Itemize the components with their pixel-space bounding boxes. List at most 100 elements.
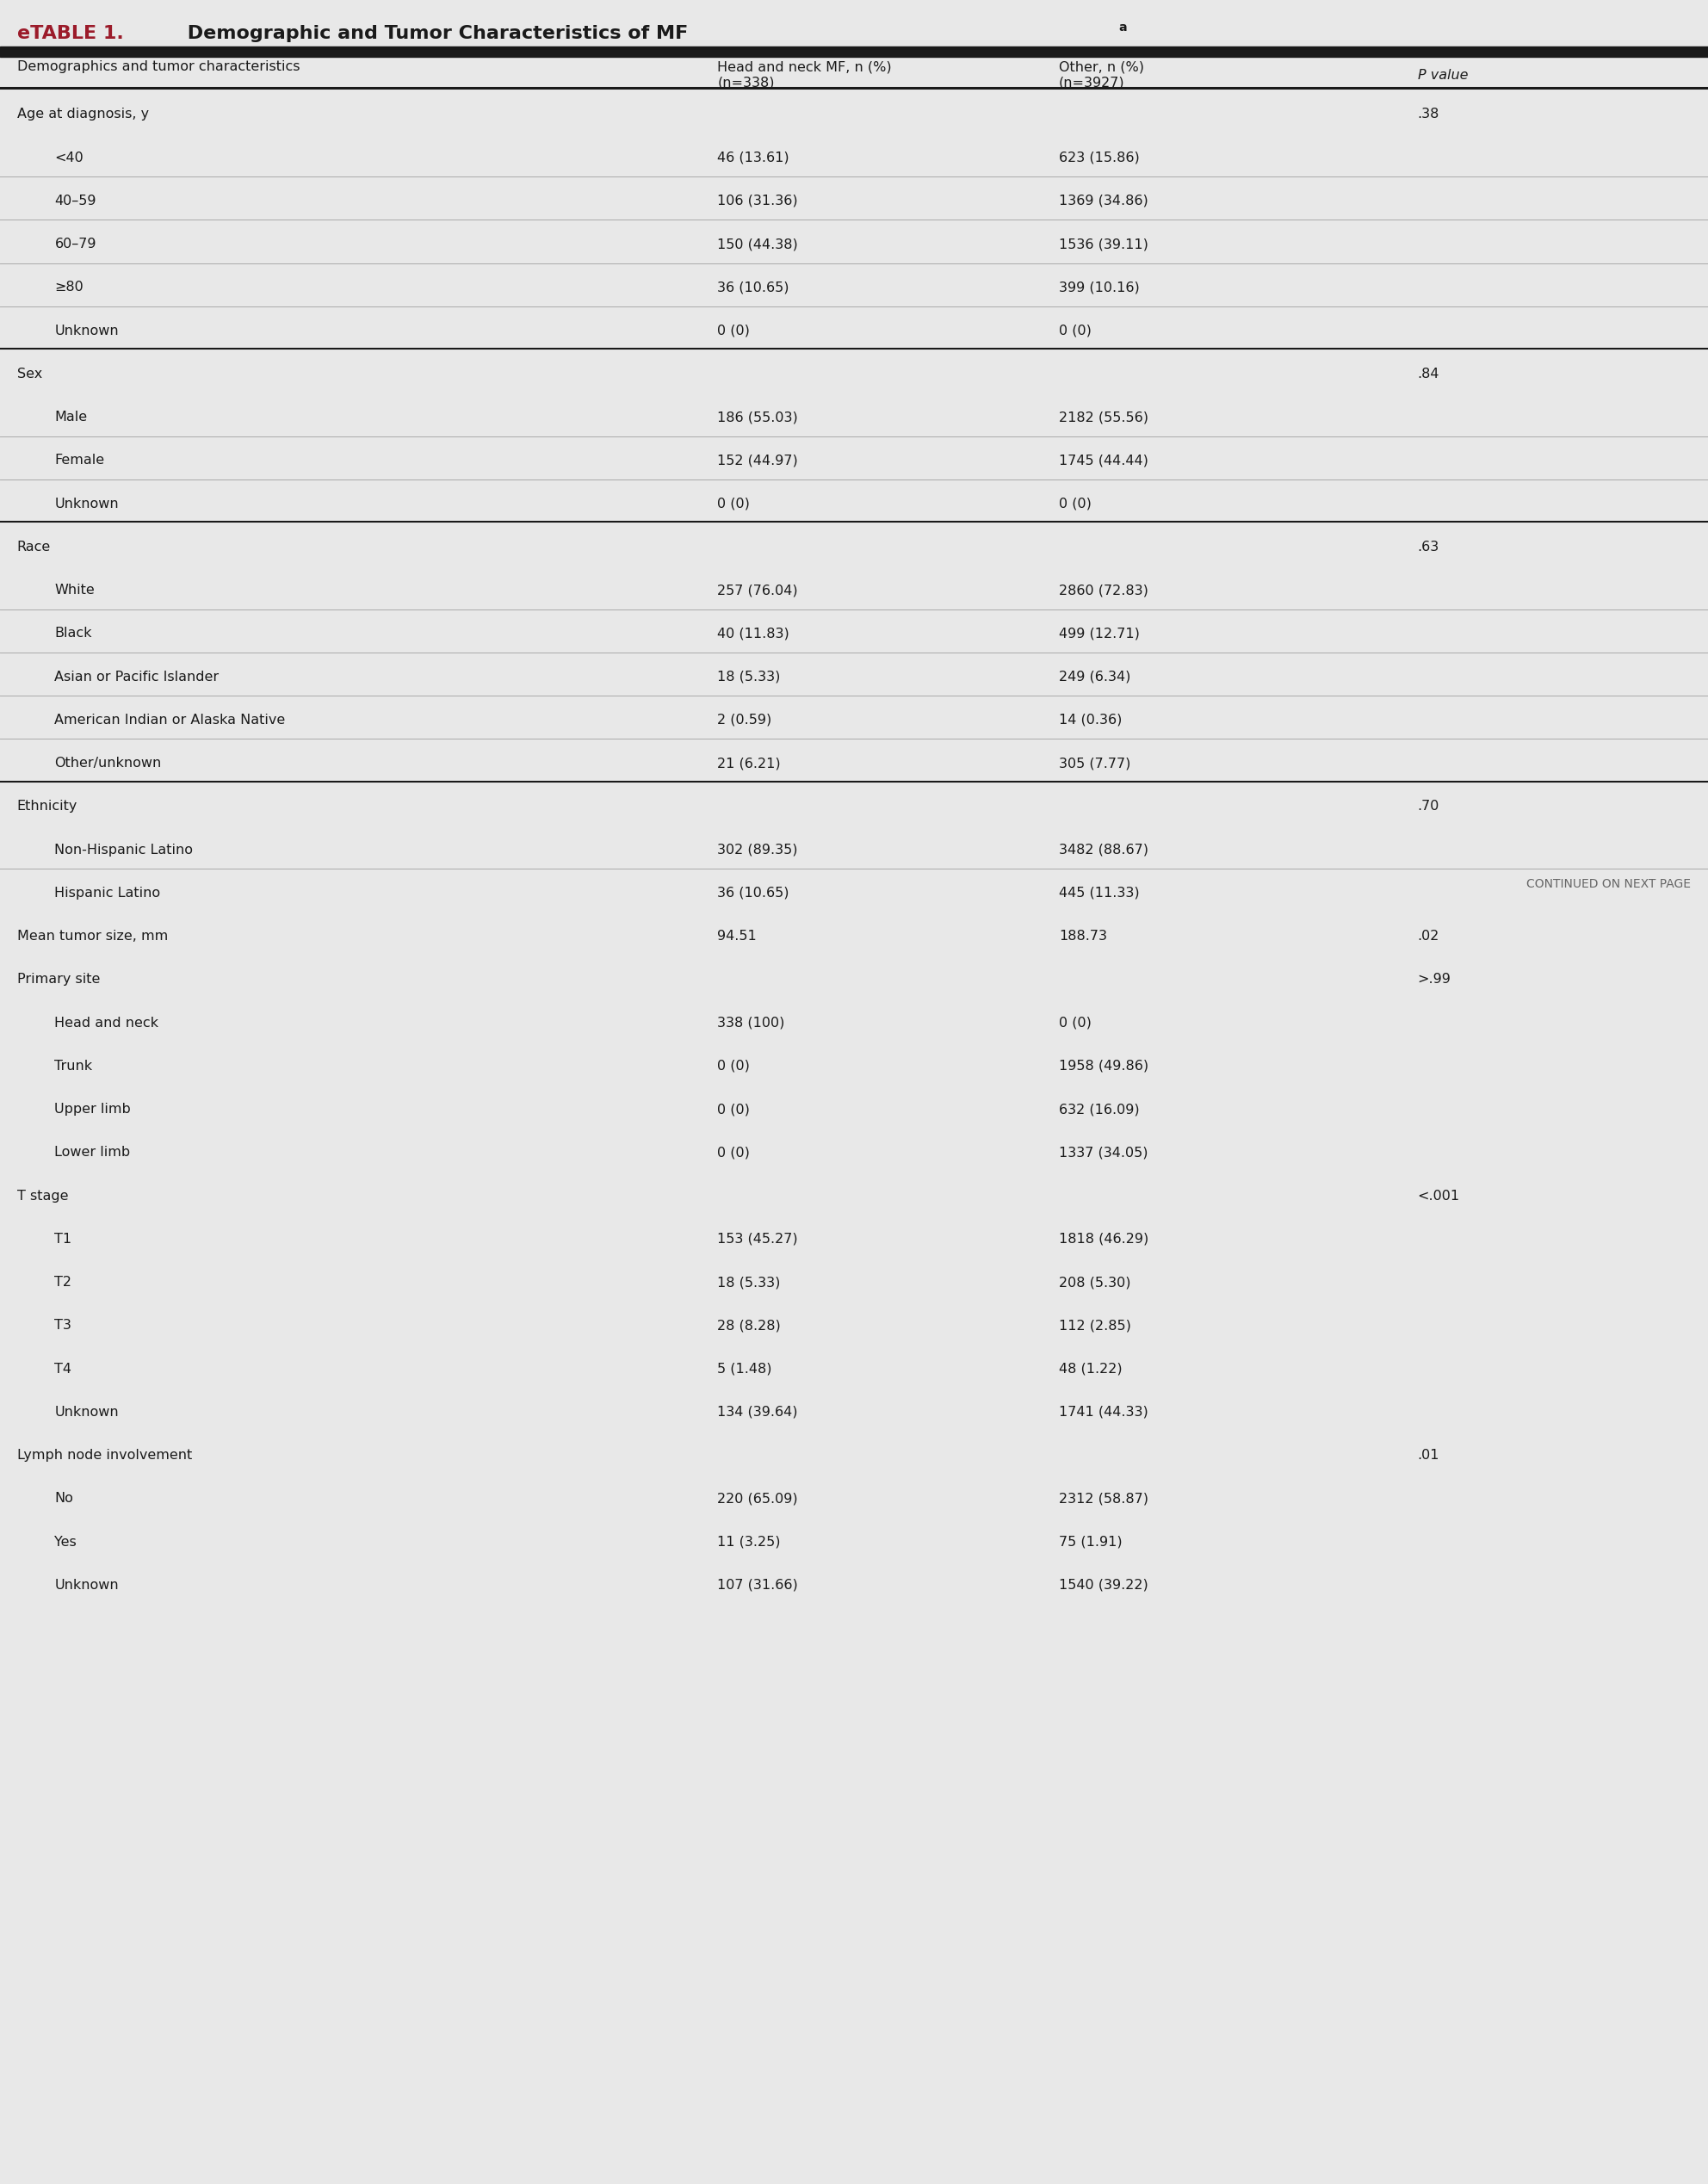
Text: T1: T1 bbox=[55, 1232, 72, 1245]
Text: 1536 (39.11): 1536 (39.11) bbox=[1059, 238, 1148, 251]
Text: Lower limb: Lower limb bbox=[55, 1147, 130, 1160]
Text: T4: T4 bbox=[55, 1363, 72, 1376]
Text: Asian or Pacific Islander: Asian or Pacific Islander bbox=[55, 670, 219, 684]
Text: Race: Race bbox=[17, 542, 51, 553]
Text: Female: Female bbox=[55, 454, 104, 467]
Text: 2860 (72.83): 2860 (72.83) bbox=[1059, 583, 1148, 596]
Text: 112 (2.85): 112 (2.85) bbox=[1059, 1319, 1131, 1332]
Text: Age at diagnosis, y: Age at diagnosis, y bbox=[17, 107, 149, 120]
Text: No: No bbox=[55, 1492, 73, 1505]
Text: Other, n (%): Other, n (%) bbox=[1059, 61, 1144, 74]
Text: 28 (8.28): 28 (8.28) bbox=[717, 1319, 781, 1332]
Text: Lymph node involvement: Lymph node involvement bbox=[17, 1448, 191, 1461]
Text: 399 (10.16): 399 (10.16) bbox=[1059, 282, 1139, 295]
Text: Unknown: Unknown bbox=[55, 323, 120, 336]
Text: 5 (1.48): 5 (1.48) bbox=[717, 1363, 772, 1376]
Text: <40: <40 bbox=[55, 151, 84, 164]
Text: Mean tumor size, mm: Mean tumor size, mm bbox=[17, 930, 167, 943]
Text: Male: Male bbox=[55, 411, 87, 424]
Text: 150 (44.38): 150 (44.38) bbox=[717, 238, 798, 251]
Text: 36 (10.65): 36 (10.65) bbox=[717, 887, 789, 900]
Text: 188.73: 188.73 bbox=[1059, 930, 1107, 943]
Text: 2182 (55.56): 2182 (55.56) bbox=[1059, 411, 1148, 424]
Text: 3482 (88.67): 3482 (88.67) bbox=[1059, 843, 1148, 856]
Text: 499 (12.71): 499 (12.71) bbox=[1059, 627, 1139, 640]
Text: 249 (6.34): 249 (6.34) bbox=[1059, 670, 1131, 684]
Text: 305 (7.77): 305 (7.77) bbox=[1059, 758, 1131, 769]
Text: Unknown: Unknown bbox=[55, 1406, 120, 1420]
Text: 18 (5.33): 18 (5.33) bbox=[717, 670, 781, 684]
Text: (n=3927): (n=3927) bbox=[1059, 76, 1126, 90]
Text: P value: P value bbox=[1418, 68, 1467, 81]
Text: Demographics and tumor characteristics: Demographics and tumor characteristics bbox=[17, 61, 301, 74]
Text: 46 (13.61): 46 (13.61) bbox=[717, 151, 789, 164]
Text: .38: .38 bbox=[1418, 107, 1440, 120]
Text: 36 (10.65): 36 (10.65) bbox=[717, 282, 789, 295]
Text: 208 (5.30): 208 (5.30) bbox=[1059, 1275, 1131, 1289]
Text: 0 (0): 0 (0) bbox=[717, 498, 750, 511]
Text: >.99: >.99 bbox=[1418, 974, 1452, 985]
Text: 40–59: 40–59 bbox=[55, 194, 96, 207]
Text: 60–79: 60–79 bbox=[55, 238, 96, 251]
Text: 2312 (58.87): 2312 (58.87) bbox=[1059, 1492, 1148, 1505]
Text: 0 (0): 0 (0) bbox=[717, 1147, 750, 1160]
Text: 75 (1.91): 75 (1.91) bbox=[1059, 1535, 1122, 1548]
Text: T stage: T stage bbox=[17, 1190, 68, 1201]
Text: 21 (6.21): 21 (6.21) bbox=[717, 758, 781, 769]
Text: .02: .02 bbox=[1418, 930, 1440, 943]
Text: American Indian or Alaska Native: American Indian or Alaska Native bbox=[55, 714, 285, 727]
Text: Black: Black bbox=[55, 627, 92, 640]
Text: 107 (31.66): 107 (31.66) bbox=[717, 1579, 798, 1592]
Text: 0 (0): 0 (0) bbox=[717, 1103, 750, 1116]
Text: T2: T2 bbox=[55, 1275, 72, 1289]
Text: Unknown: Unknown bbox=[55, 1579, 120, 1592]
Text: 220 (65.09): 220 (65.09) bbox=[717, 1492, 798, 1505]
Text: 1818 (46.29): 1818 (46.29) bbox=[1059, 1232, 1149, 1245]
Text: 1745 (44.44): 1745 (44.44) bbox=[1059, 454, 1148, 467]
Text: Upper limb: Upper limb bbox=[55, 1103, 132, 1116]
Text: .84: .84 bbox=[1418, 367, 1440, 380]
Text: 338 (100): 338 (100) bbox=[717, 1016, 786, 1029]
Text: Yes: Yes bbox=[55, 1535, 77, 1548]
Text: 106 (31.36): 106 (31.36) bbox=[717, 194, 798, 207]
Text: 153 (45.27): 153 (45.27) bbox=[717, 1232, 798, 1245]
Text: 1741 (44.33): 1741 (44.33) bbox=[1059, 1406, 1148, 1420]
Text: Other/unknown: Other/unknown bbox=[55, 758, 162, 769]
Text: eTABLE 1.: eTABLE 1. bbox=[17, 26, 123, 41]
Text: CONTINUED ON NEXT PAGE: CONTINUED ON NEXT PAGE bbox=[1527, 878, 1691, 891]
Text: 623 (15.86): 623 (15.86) bbox=[1059, 151, 1139, 164]
Text: (n=338): (n=338) bbox=[717, 76, 775, 90]
Text: 0 (0): 0 (0) bbox=[717, 323, 750, 336]
Bar bbox=[0, 46, 1708, 57]
Text: White: White bbox=[55, 583, 96, 596]
Text: Demographic and Tumor Characteristics of MF: Demographic and Tumor Characteristics of… bbox=[181, 26, 688, 41]
Text: .01: .01 bbox=[1418, 1448, 1440, 1461]
Text: 0 (0): 0 (0) bbox=[1059, 498, 1091, 511]
Text: 186 (55.03): 186 (55.03) bbox=[717, 411, 798, 424]
Text: Primary site: Primary site bbox=[17, 974, 101, 985]
Text: Trunk: Trunk bbox=[55, 1059, 92, 1072]
Text: 14 (0.36): 14 (0.36) bbox=[1059, 714, 1122, 727]
Text: 40 (11.83): 40 (11.83) bbox=[717, 627, 789, 640]
Text: 11 (3.25): 11 (3.25) bbox=[717, 1535, 781, 1548]
Text: 18 (5.33): 18 (5.33) bbox=[717, 1275, 781, 1289]
Text: Hispanic Latino: Hispanic Latino bbox=[55, 887, 161, 900]
Text: a: a bbox=[1119, 22, 1127, 33]
Text: 1540 (39.22): 1540 (39.22) bbox=[1059, 1579, 1148, 1592]
Text: .70: .70 bbox=[1418, 799, 1440, 812]
Text: 445 (11.33): 445 (11.33) bbox=[1059, 887, 1139, 900]
Text: 48 (1.22): 48 (1.22) bbox=[1059, 1363, 1122, 1376]
Text: 134 (39.64): 134 (39.64) bbox=[717, 1406, 798, 1420]
Text: 94.51: 94.51 bbox=[717, 930, 757, 943]
Text: 632 (16.09): 632 (16.09) bbox=[1059, 1103, 1139, 1116]
Text: ≥80: ≥80 bbox=[55, 282, 84, 295]
Text: Head and neck: Head and neck bbox=[55, 1016, 159, 1029]
Text: 1369 (34.86): 1369 (34.86) bbox=[1059, 194, 1148, 207]
Text: 2 (0.59): 2 (0.59) bbox=[717, 714, 772, 727]
Text: 0 (0): 0 (0) bbox=[1059, 1016, 1091, 1029]
Text: T3: T3 bbox=[55, 1319, 72, 1332]
Text: Ethnicity: Ethnicity bbox=[17, 799, 77, 812]
Text: <.001: <.001 bbox=[1418, 1190, 1460, 1201]
Text: Unknown: Unknown bbox=[55, 498, 120, 511]
Text: 257 (76.04): 257 (76.04) bbox=[717, 583, 798, 596]
